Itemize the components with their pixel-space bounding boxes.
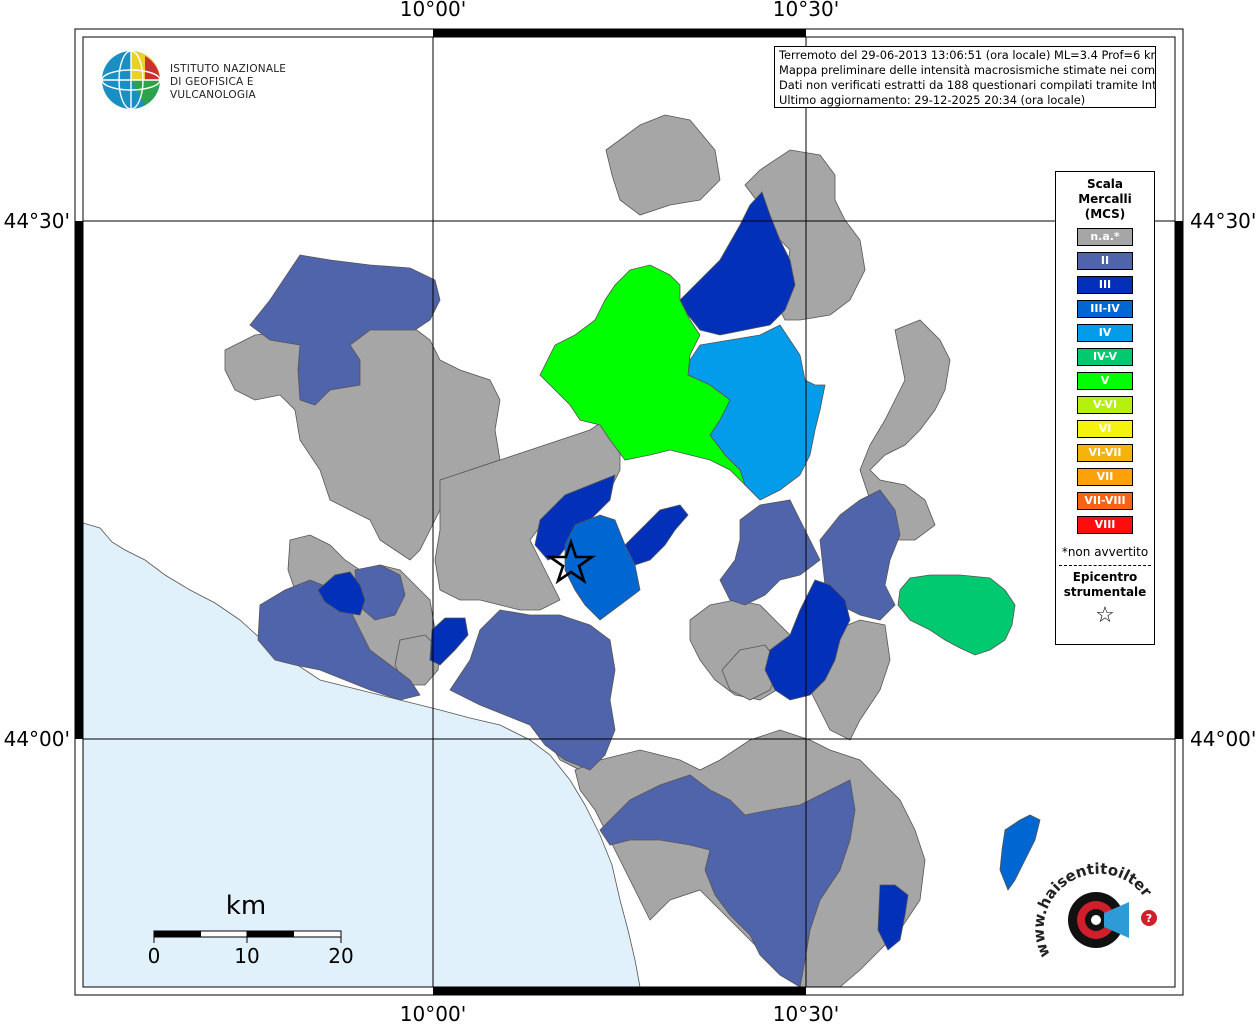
legend-item-viii: VIII xyxy=(1077,516,1133,534)
lat-label-left-2: 44°00' xyxy=(4,727,70,751)
scale-tick-20: 20 xyxy=(328,944,353,968)
legend-item-iii: III xyxy=(1077,276,1133,294)
event-info-box: Terremoto del 29-06-2013 13:06:51 (ora l… xyxy=(774,46,1156,108)
legend-item-n-a: n.a.* xyxy=(1077,228,1133,246)
globe-icon xyxy=(101,50,161,110)
hsit-logo-graphic: www.haisentitoilterremoto.it ? xyxy=(1026,844,1157,960)
scale-tick-0: 0 xyxy=(148,944,161,968)
legend-item-iv-v: IV-V xyxy=(1077,348,1133,366)
lat-label-left-1: 44°30' xyxy=(4,209,70,233)
lat-label-right-2: 44°00' xyxy=(1190,727,1256,751)
municipalities-III-IV xyxy=(564,514,1041,891)
legend-item-v-vi: V-VI xyxy=(1077,396,1133,414)
svg-text:?: ? xyxy=(1146,912,1152,925)
ingv-logo-line2: DI GEOFISICA E VULCANOLOGIA xyxy=(170,76,256,101)
graticule xyxy=(83,37,1175,987)
event-info-line1: Terremoto del 29-06-2013 13:06:51 (ora l… xyxy=(779,48,1156,62)
legend-separator xyxy=(1059,565,1151,566)
map-frame xyxy=(74,28,1184,996)
legend-item-vi-vii: VI-VII xyxy=(1077,444,1133,462)
lon-label-bottom-2: 10°30' xyxy=(773,1002,839,1024)
hsit-logo: www.haisentitoilterremoto.it ? xyxy=(1026,844,1164,986)
municipalities-V xyxy=(539,264,746,486)
legend-item-ii: II xyxy=(1077,252,1133,270)
municipalities-II xyxy=(249,254,901,988)
legend-epicenter-label: Epicentro strumentale xyxy=(1056,570,1154,600)
legend-epicenter-line2: strumentale xyxy=(1063,585,1147,599)
event-info-line2: Mappa preliminare delle intensità macros… xyxy=(779,63,1156,77)
legend-title-line3: (MCS) xyxy=(1084,207,1126,221)
legend-title-line2: Mercalli xyxy=(1078,192,1132,206)
legend-item-iv: IV xyxy=(1077,324,1133,342)
legend-note: *non avvertito xyxy=(1061,545,1149,559)
municipalities-IV-V xyxy=(897,574,1016,656)
event-info-line3: Dati non verificati estratti da 188 ques… xyxy=(779,78,1156,92)
legend-item-vii: VII xyxy=(1077,468,1133,486)
legend-item-v: V xyxy=(1077,372,1133,390)
scale-tick-10: 10 xyxy=(234,944,259,968)
legend-star-icon: ☆ xyxy=(1095,603,1115,628)
legend-items: n.a.* II III III-IV IV IV-V V V-VI VI VI-VII VII VI… xyxy=(1056,228,1154,534)
legend-item-vi: VI xyxy=(1077,420,1133,438)
legend-title-line1: Scala xyxy=(1086,177,1124,191)
lon-label-top-2: 10°30' xyxy=(773,0,839,21)
legend-title: Scala Mercalli (MCS) xyxy=(1056,177,1154,222)
ingv-logo: ISTITUTO NAZIONALE DI GEOFISICA E VULCAN… xyxy=(100,46,320,110)
lon-label-top-1: 10°00' xyxy=(400,0,466,21)
event-info-line4: Ultimo aggiornamento: 29-12-2025 20:34 (… xyxy=(779,93,1086,107)
epicenter-star-icon xyxy=(545,537,597,585)
legend-item-vii-viii: VII-VIII xyxy=(1077,492,1133,510)
mcs-legend: Scala Mercalli (MCS) n.a.* II III III-IV IV I… xyxy=(1055,171,1155,645)
sea xyxy=(82,522,641,988)
legend-item-iii-iv: III-IV xyxy=(1077,300,1133,318)
ingv-logo-line1: ISTITUTO NAZIONALE xyxy=(170,63,287,75)
scale-bar-unit: km xyxy=(226,891,266,921)
lon-label-bottom-1: 10°00' xyxy=(400,1002,466,1024)
scale-bar: km 0 10 20 xyxy=(148,891,354,968)
municipalities-III xyxy=(317,191,909,951)
lat-label-right-1: 44°30' xyxy=(1190,209,1256,233)
legend-epicenter-line1: Epicentro xyxy=(1072,570,1138,584)
megaphone-icon xyxy=(1104,902,1129,938)
